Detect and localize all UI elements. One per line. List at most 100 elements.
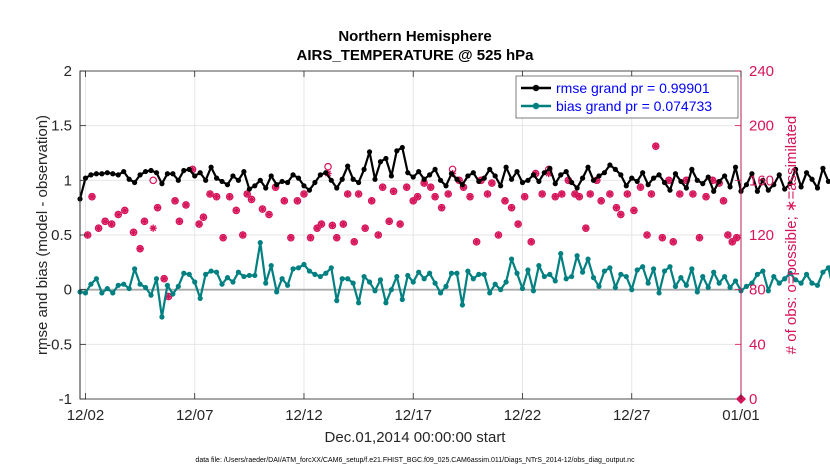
obs-assimilated-stroke xyxy=(576,193,583,200)
series-point-bias xyxy=(694,289,700,295)
series-point-rmse xyxy=(563,168,569,175)
series-point-rmse xyxy=(115,172,121,178)
obs-assimilated-stroke xyxy=(259,205,266,213)
obs-assimilated-stroke xyxy=(196,220,203,228)
series-point-rmse xyxy=(295,175,302,181)
obs-assimilated-marker xyxy=(226,193,234,201)
series-point-rmse xyxy=(142,168,149,175)
series-point-rmse xyxy=(629,175,635,181)
obs-assimilated-marker xyxy=(444,190,452,198)
series-point-rmse xyxy=(301,183,307,189)
series-point-rmse xyxy=(230,173,236,179)
series-point-bias xyxy=(88,281,94,287)
series-point-rmse xyxy=(459,182,465,188)
obs-assimilated-stroke xyxy=(213,193,220,200)
x-tick-label: 01/01 xyxy=(722,407,760,424)
obs-assimilated-marker xyxy=(108,220,116,228)
y-tick-label: 1 xyxy=(64,172,72,189)
series-point-rmse xyxy=(607,162,613,168)
obs-assimilated-marker xyxy=(414,193,422,201)
obs-assimilated-stroke xyxy=(558,190,565,198)
series-point-rmse xyxy=(339,176,345,182)
series-point-bias xyxy=(121,281,127,287)
legend-label-rmse: rmse grand pr = 0.99901 xyxy=(556,80,710,96)
x-tick-label: 12/17 xyxy=(394,407,432,424)
series-point-bias xyxy=(612,284,618,291)
obs-assimilated-stroke xyxy=(154,204,161,211)
series-point-bias xyxy=(181,270,187,276)
series-point-rmse xyxy=(732,164,739,170)
series-point-bias xyxy=(301,261,307,268)
series-point-bias xyxy=(487,290,493,296)
obs-assimilated-stroke xyxy=(239,231,246,239)
obs-assimilated-marker xyxy=(643,231,651,239)
series-point-rmse xyxy=(82,175,89,181)
series-point-rmse xyxy=(645,182,651,188)
series-point-bias xyxy=(295,265,302,271)
series-point-rmse xyxy=(514,168,520,175)
axis-ticks: -1 -0.5 0 0.5 1 1.5 2 0 40 80 120 160 200 240 12/02 12/… xyxy=(46,63,774,424)
obs-assimilated-stroke xyxy=(318,220,325,228)
series-point-bias xyxy=(405,272,411,279)
obs-assimilated-marker xyxy=(355,190,363,198)
series-point-bias xyxy=(809,280,815,286)
series-point-rmse xyxy=(317,172,323,178)
series-point-rmse xyxy=(306,187,313,193)
obs-assimilated-marker xyxy=(507,204,516,212)
obs-assimilated-stroke xyxy=(108,220,115,228)
series-point-bias xyxy=(760,268,766,274)
series-point-rmse xyxy=(672,171,679,177)
series-point-rmse xyxy=(787,181,793,187)
series-point-rmse xyxy=(175,177,181,183)
series-point-rmse xyxy=(661,179,668,186)
obs-assimilated-stroke xyxy=(329,222,336,229)
obs-assimilated-marker xyxy=(676,190,684,198)
series-layer xyxy=(77,144,830,320)
obs-assimilated-marker xyxy=(658,234,666,242)
series-point-rmse xyxy=(126,176,132,182)
series-point-rmse xyxy=(476,178,482,185)
series-point-rmse xyxy=(508,176,515,182)
series-point-rmse xyxy=(170,171,176,177)
series-point-bias xyxy=(650,266,657,272)
obs-assimilated-marker xyxy=(538,190,546,198)
series-point-bias xyxy=(782,276,788,282)
series-point-bias xyxy=(274,289,280,295)
series-point-rmse xyxy=(634,178,640,185)
series-point-bias xyxy=(142,284,149,291)
series-point-rmse xyxy=(159,181,165,187)
series-point-rmse xyxy=(656,172,662,178)
obs-assimilated-marker xyxy=(396,220,404,228)
series-point-bias xyxy=(672,283,679,289)
series-point-rmse xyxy=(700,181,706,187)
obs-assimilated-stroke xyxy=(466,193,474,200)
obs-assimilated-marker xyxy=(606,190,614,198)
obs-possible-marker xyxy=(324,162,332,171)
series-point-rmse xyxy=(820,165,826,171)
obs-assimilated-stroke xyxy=(281,197,288,204)
series-point-rmse xyxy=(569,179,575,186)
series-point-bias xyxy=(208,268,214,274)
x-axis-label: Dec.01,2014 00:00:00 start xyxy=(325,429,507,446)
series-point-bias xyxy=(159,314,165,320)
obs-assimilated-marker xyxy=(300,190,308,198)
series-point-bias xyxy=(459,302,465,308)
obs-assimilated-stroke xyxy=(508,204,515,211)
series-point-rmse xyxy=(257,177,263,183)
obs-assimilated-stroke xyxy=(670,238,677,245)
obs-assimilated-stroke xyxy=(724,231,731,239)
obs-assimilated-marker xyxy=(328,221,336,230)
series-point-rmse xyxy=(284,179,291,186)
y2-tick-label: 80 xyxy=(749,282,766,299)
obs-assimilated-marker xyxy=(623,190,631,198)
obs-assimilated-stroke xyxy=(307,234,314,241)
series-point-bias xyxy=(416,269,422,275)
series-point-bias xyxy=(705,284,711,291)
y-axis-label: rmse and bias (model - observation) xyxy=(34,115,51,355)
obs-assimilated-stroke xyxy=(115,211,122,218)
y-tick-label: 0.5 xyxy=(51,227,72,244)
series-point-bias xyxy=(246,272,252,279)
obs-assimilated-stroke xyxy=(606,190,613,198)
series-point-bias xyxy=(356,300,362,306)
